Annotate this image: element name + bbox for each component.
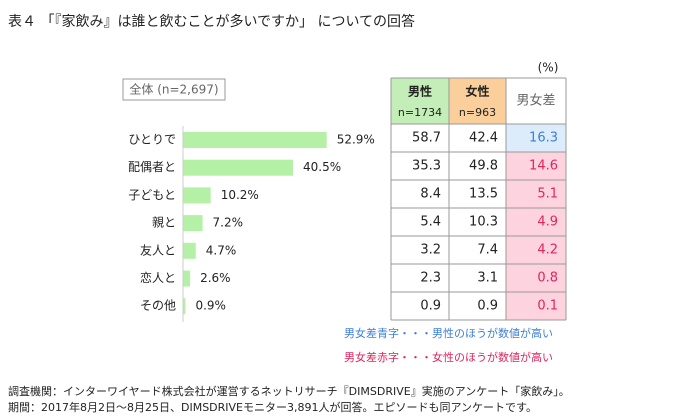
bar	[183, 215, 203, 232]
note: 男女差青字・・・男性のほうが数値が高い	[344, 326, 553, 340]
diff-value: 14.6	[529, 159, 558, 174]
diff-cell	[506, 180, 566, 208]
header-cell	[506, 78, 566, 124]
table-value: 58.7	[412, 131, 441, 146]
bar	[183, 298, 186, 315]
note: 男女差赤字・・・女性のほうが数値が高い	[344, 350, 553, 364]
bar	[183, 242, 196, 259]
bar	[183, 187, 211, 204]
diff-value: 4.2	[537, 243, 558, 258]
diff-value: 0.1	[537, 299, 558, 314]
category-label: 子どもと	[128, 188, 176, 202]
unit: (%)	[538, 61, 559, 75]
table-value: 42.4	[469, 131, 498, 146]
table-value: 49.8	[469, 159, 498, 174]
category-label: 友人と	[140, 243, 176, 257]
diff-cell	[506, 152, 566, 180]
category-label: その他	[140, 299, 176, 313]
diff-cell	[506, 292, 566, 320]
value-label: 10.2%	[221, 188, 259, 202]
subtitle-box	[122, 78, 226, 101]
category-label: ひとりで	[128, 133, 176, 147]
value-label: 2.6%	[200, 271, 231, 285]
value-label: 40.5%	[303, 160, 341, 174]
table-value: 8.4	[420, 187, 441, 202]
table-value: 0.9	[420, 299, 441, 314]
title: 表４ 「『家飲み』は誰と飲むことが多いですか」 についての回答	[8, 13, 415, 30]
header-cell	[449, 78, 506, 124]
header-cell	[391, 78, 449, 124]
table-value: 3.1	[477, 271, 498, 286]
bar	[183, 159, 294, 176]
table-value: 0.9	[477, 299, 498, 314]
table-value: 5.4	[420, 215, 441, 230]
diff-cell	[506, 124, 566, 152]
diff-value: 16.3	[529, 131, 558, 146]
category-label: 配偶者と	[128, 160, 176, 174]
value-label: 52.9%	[337, 133, 375, 147]
diff-value: 0.8	[537, 271, 558, 286]
subtitle: 全体 (n=2,697)	[129, 82, 218, 97]
table-value: 3.2	[420, 243, 441, 258]
value-label: 4.7%	[206, 243, 237, 257]
table-value: 13.5	[469, 187, 498, 202]
diff-value: 4.9	[537, 215, 558, 230]
diff-cell	[506, 236, 566, 264]
footer: 期間：2017年8月2日～8月25日、DIMSDRIVEモニター3,891人が回…	[8, 400, 537, 414]
column-header: 男性	[408, 84, 432, 99]
column-header: 女性	[465, 84, 489, 99]
column-n: n=1734	[398, 106, 442, 119]
footer: 調査機関：インターワイヤード株式会社が運営するネットリサーチ『DIMSDRIVE…	[8, 384, 570, 398]
value-label: 7.2%	[213, 216, 244, 230]
table-value: 2.3	[420, 271, 441, 286]
diff-cell	[506, 264, 566, 292]
category-label: 恋人と	[140, 270, 176, 285]
diff-value: 5.1	[537, 187, 558, 202]
category-label: 親と	[152, 216, 176, 230]
table-value: 7.4	[477, 243, 498, 258]
column-header: 男女差	[516, 93, 555, 109]
diff-cell	[506, 208, 566, 236]
table-value: 10.3	[469, 215, 498, 230]
column-n: n=963	[459, 106, 496, 119]
value-label: 0.9%	[195, 299, 226, 313]
table-value: 35.3	[412, 159, 441, 174]
bar	[183, 270, 191, 287]
bar	[183, 132, 327, 148]
